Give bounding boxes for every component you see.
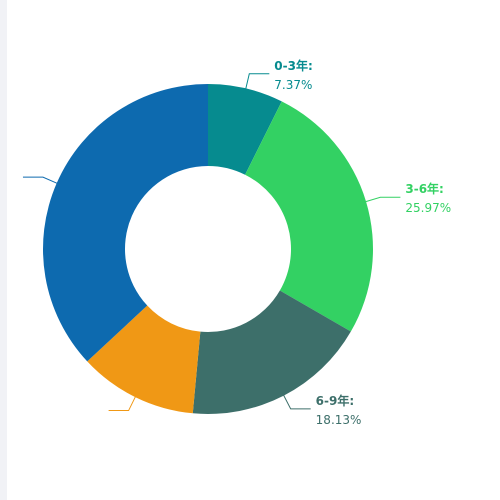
donut-slice [87,305,201,414]
slice-label-title: 6-9年: [316,393,354,408]
label-leader-line [282,393,311,410]
slice-label-percent: 25.97% [405,201,451,215]
donut-slice [43,84,209,362]
slice-label-title: 0-3年: [274,58,312,73]
donut-slice [208,84,282,175]
label-leader-line [244,73,270,91]
slice-label-percent: 18.13% [316,413,362,427]
label-leader-line [22,176,59,185]
label-leader-line [363,196,401,203]
slice-label-percent: 7.37% [274,78,312,92]
label-leader-line [108,395,137,412]
left-sidebar-strip [0,0,7,500]
donut-slice [192,290,351,414]
slice-label-title: 3-6年: [405,181,443,196]
donut-slice [245,101,373,332]
